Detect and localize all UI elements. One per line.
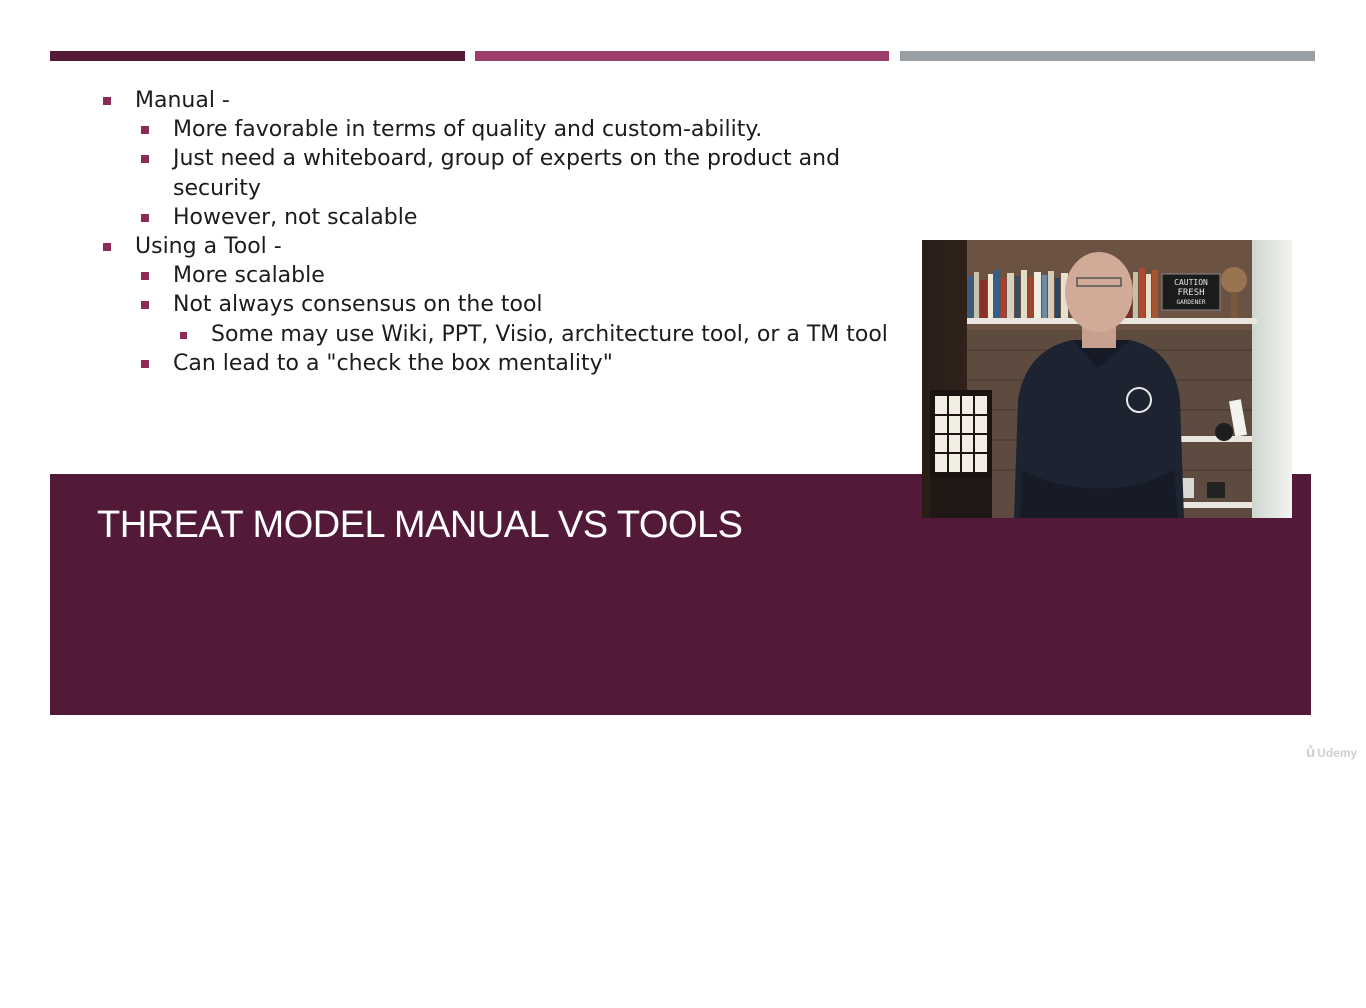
bullet-text: Manual - [135,88,230,113]
svg-text:GARDENER: GARDENER [1177,299,1206,306]
bullet-text: However, not scalable [173,204,418,230]
accent-bar-magenta [475,51,889,61]
udemy-logo-icon: ů [1306,744,1316,761]
svg-text:CAUTION: CAUTION [1174,278,1208,287]
bullet-text: security [173,175,261,201]
square-bullet-icon [141,155,149,164]
bullet-text: Using a Tool - [135,234,282,260]
bullet-item: Not always consensus on the tool [100,290,900,319]
bullet-text: Some may use Wiki, PPT, Visio, architect… [211,321,888,347]
slide: Manual - More favorable in terms of qual… [50,51,1315,715]
square-bullet-icon [141,126,149,135]
bullet-item: However, not scalable [100,203,900,232]
bullet-item: Can lead to a "check the box mentality" [100,349,900,378]
square-bullet-icon [141,359,149,368]
udemy-watermark: ů Udemy [1306,744,1357,761]
bullet-item: Using a Tool - [100,232,900,261]
presenter-scene: CAUTION FRESH GARDENER [922,240,1292,518]
bullet-item-continuation: security [100,174,900,203]
bullet-text: Just need a whiteboard, group of experts… [173,146,841,172]
accent-bar-dark [50,51,465,61]
square-bullet-icon [103,97,111,105]
svg-text:FRESH: FRESH [1177,288,1204,298]
bullet-text: More scalable [173,263,325,289]
square-bullet-icon [141,301,149,310]
square-bullet-icon [103,243,111,252]
presenter-person [1014,252,1184,518]
accent-bar-grey [900,51,1315,61]
square-bullet-icon [141,272,149,281]
bullet-item: Some may use Wiki, PPT, Visio, architect… [100,320,900,349]
presenter-video[interactable]: CAUTION FRESH GARDENER [922,240,1292,518]
bullet-item: More scalable [100,261,900,290]
bullet-text: Can lead to a "check the box mentality" [173,350,613,376]
bullet-list: Manual - More favorable in terms of qual… [100,86,900,378]
bullet-item: Just need a whiteboard, group of experts… [100,144,900,173]
bullet-text: Not always consensus on the tool [173,292,543,318]
square-bullet-icon [180,331,187,339]
bullet-text: More favorable in terms of quality and c… [173,117,763,143]
slide-title: THREAT MODEL MANUAL VS TOOLS [97,504,743,546]
caution-sign: CAUTION FRESH GARDENER [1161,273,1221,311]
bullet-item: Manual - [100,86,900,115]
square-bullet-icon [141,213,149,222]
paper-lantern [930,390,992,518]
udemy-watermark-text: Udemy [1317,746,1358,760]
bullet-item: More favorable in terms of quality and c… [100,115,900,144]
